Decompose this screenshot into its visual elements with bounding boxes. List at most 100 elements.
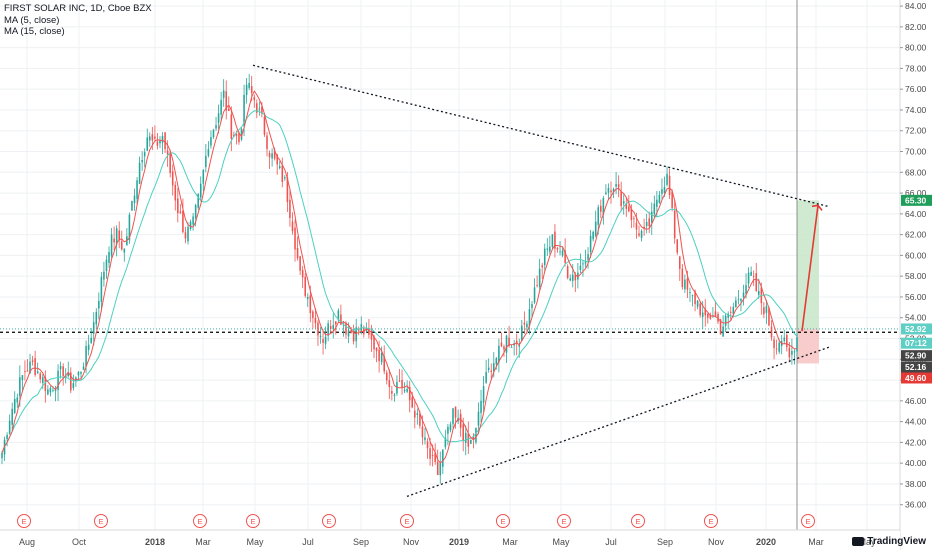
candle-body <box>485 371 487 383</box>
candle-body <box>686 278 689 290</box>
candle-body <box>286 177 289 203</box>
candle-body <box>561 250 564 256</box>
candle-body <box>138 162 141 184</box>
candle-body <box>719 319 722 335</box>
ma15-label[interactable]: MA (15, close) <box>4 26 65 37</box>
time-tick-label: 2020 <box>756 537 776 547</box>
candle-body <box>171 171 174 186</box>
earnings-marker-label: E <box>21 517 26 526</box>
earnings-marker <box>94 514 108 528</box>
candle-body <box>375 347 378 352</box>
candle-body <box>684 279 686 290</box>
candle-body <box>663 187 666 194</box>
candle-body <box>72 383 75 389</box>
brand-label: TradingView <box>867 536 926 547</box>
candle-body <box>98 300 100 309</box>
price-tick-label: 72.00 <box>905 126 927 136</box>
candle-body <box>85 346 87 367</box>
candle-body <box>29 361 31 374</box>
candle-body <box>151 134 154 141</box>
candle-body <box>52 390 54 392</box>
candle-body <box>640 230 643 238</box>
ma5-label[interactable]: MA (5, close) <box>4 14 60 26</box>
candle-body <box>752 275 755 277</box>
candle-body <box>745 285 747 294</box>
earnings-marker <box>193 514 207 528</box>
price-tick-label: 84.00 <box>905 1 927 11</box>
candle-body <box>210 137 212 146</box>
candle-body <box>729 311 732 313</box>
candle-body <box>164 132 166 150</box>
candle-body <box>592 231 594 240</box>
candle-body <box>281 165 284 182</box>
candle-body <box>276 154 278 165</box>
candle-body <box>482 386 485 403</box>
candle-body <box>380 352 383 363</box>
candle-body <box>332 325 335 330</box>
candle-body <box>340 314 342 325</box>
price-axis: 36.0038.0040.0042.0044.0046.0048.0050.00… <box>899 0 932 550</box>
candle-body <box>600 205 602 212</box>
candle-body <box>650 211 653 223</box>
candle-body <box>291 221 294 232</box>
time-tick-label: Oct <box>72 537 87 547</box>
candle-body <box>727 313 729 318</box>
candle-body <box>648 218 651 227</box>
brand-logo[interactable]: TradingView <box>852 536 926 547</box>
candle-body <box>765 306 768 313</box>
candle-body <box>775 348 778 350</box>
candle-body <box>413 410 416 418</box>
candle-body <box>215 125 217 129</box>
candle-body <box>123 248 126 253</box>
candle-body <box>628 206 630 212</box>
candle-body <box>146 137 149 151</box>
earnings-marker-label: E <box>805 517 810 526</box>
moving-averages <box>1 90 798 464</box>
candle-body <box>709 315 712 319</box>
candle-body <box>696 300 699 307</box>
candle-body <box>194 205 197 218</box>
candle-body <box>459 413 462 428</box>
candle-body <box>622 201 625 204</box>
candle-body <box>783 337 786 342</box>
candle-body <box>521 325 523 341</box>
earnings-marker-label: E <box>250 517 255 526</box>
candle-body <box>6 434 8 440</box>
candle-body <box>638 233 640 236</box>
price-badge-label: 52.16 <box>905 362 927 372</box>
candle-body <box>549 246 551 252</box>
position-zones <box>796 0 819 530</box>
candle-body <box>630 208 633 221</box>
candle-body <box>383 356 386 372</box>
candle-body <box>770 326 773 338</box>
price-tick-label: 60.00 <box>905 250 927 260</box>
candle-body <box>245 84 248 96</box>
price-tick-label: 62.00 <box>905 230 927 240</box>
time-tick-label: Aug <box>19 537 35 547</box>
candle-body <box>470 439 472 444</box>
candle-body <box>523 322 526 325</box>
candle-body <box>419 413 421 426</box>
candle-body <box>515 340 518 344</box>
candle-body <box>495 358 498 365</box>
candle-body <box>411 397 414 408</box>
candle-body <box>673 210 676 239</box>
candle-body <box>16 397 19 403</box>
candle-body <box>773 339 775 348</box>
price-badge-label: 52.92 <box>905 324 927 334</box>
candle-body <box>159 140 161 144</box>
candle-body <box>289 199 291 219</box>
candle-body <box>230 114 233 139</box>
candle-body <box>253 97 256 101</box>
candle-body <box>607 187 610 193</box>
candle-body <box>368 328 370 335</box>
time-axis: Aug Oct 2018 Mar May Jul Sep Nov 2019 Mar May Jul Se… <box>0 529 900 550</box>
candle-body <box>62 366 64 376</box>
candle-body <box>77 372 80 376</box>
candle-body <box>174 184 177 201</box>
candle-body <box>312 311 314 318</box>
candle-body <box>75 377 77 382</box>
candle-body <box>449 424 452 431</box>
candle-body <box>503 346 505 350</box>
